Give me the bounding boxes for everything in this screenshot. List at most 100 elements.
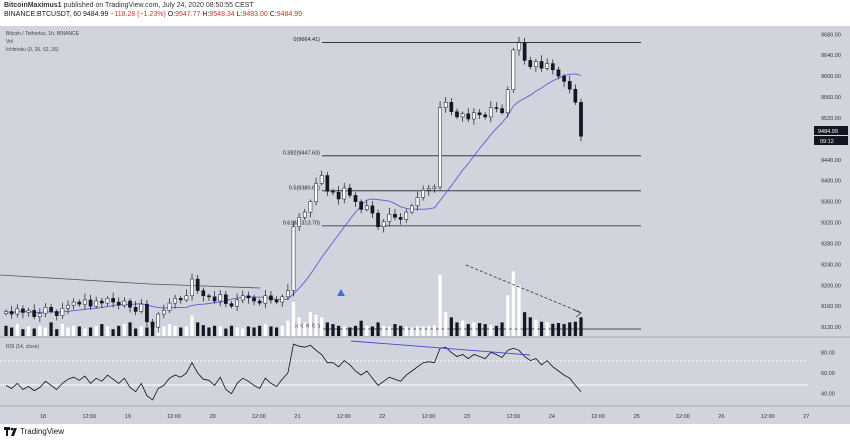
candle-body xyxy=(111,298,115,303)
candle-body xyxy=(32,310,37,317)
rsi-tick-label: 40.00 xyxy=(821,392,835,398)
legend-rsi: RSI (14, close) xyxy=(6,344,39,350)
volume-bar xyxy=(494,325,499,336)
volume-bar xyxy=(212,325,217,336)
candle-body xyxy=(398,217,403,220)
price-tick-label: 9640.00 xyxy=(821,53,841,59)
volume-bar xyxy=(359,320,363,336)
candle-body xyxy=(567,81,572,90)
volume-bar xyxy=(477,323,482,336)
volume-bars xyxy=(4,271,583,336)
volume-bar xyxy=(229,325,234,336)
time-tick-label: 12:00 xyxy=(82,414,96,420)
fib-level-label: 0.618(9313.70) xyxy=(283,220,320,226)
candle-body xyxy=(426,188,431,191)
candle-body xyxy=(415,197,420,207)
volume-bar xyxy=(297,317,301,336)
candle-body xyxy=(336,191,341,200)
l-label: L: xyxy=(236,11,243,18)
candle-body xyxy=(579,102,583,137)
volume-bar xyxy=(506,295,510,336)
candle-body xyxy=(556,69,561,77)
candle-body xyxy=(71,301,76,306)
footer: TradingView xyxy=(0,424,850,442)
price-tick-label: 9360.00 xyxy=(821,200,841,206)
volume-bar xyxy=(387,326,391,336)
volume-bar xyxy=(55,329,59,336)
last-price-marker: 9484.99 09:12 xyxy=(814,126,848,145)
volume-bar xyxy=(556,323,561,336)
time-tick-label: 23 xyxy=(464,414,470,420)
candle-body xyxy=(229,303,234,307)
candle-body xyxy=(60,308,65,316)
tradingview-brand[interactable]: TradingView xyxy=(20,427,65,436)
candle-body xyxy=(128,300,132,308)
candle-body xyxy=(505,89,510,113)
volume-trend-dashed-line[interactable] xyxy=(465,264,581,313)
volume-bar xyxy=(77,326,81,336)
candle-body xyxy=(443,102,448,108)
time-tick-label: 24 xyxy=(549,414,555,420)
price-axis-background[interactable] xyxy=(808,26,850,424)
volume-bar xyxy=(421,326,425,336)
candle-body xyxy=(376,212,380,227)
legend-symbol: Bitcoin / Tethertus, 1h, BINANCE xyxy=(6,31,80,37)
candle-body xyxy=(534,61,538,67)
countdown-tag-text: 09:12 xyxy=(820,139,834,145)
candle-body xyxy=(156,313,161,328)
candle-body xyxy=(49,307,53,312)
volume-bar xyxy=(489,325,493,336)
fibonacci-retracement[interactable]: 0(9664.41) 0.382(9447.63) 0.5(9380.67) 0.61… xyxy=(283,37,641,330)
candle-body xyxy=(466,113,471,120)
volume-bar xyxy=(145,327,149,336)
rsi-bearish-divergence-line xyxy=(350,340,531,356)
volume-bar xyxy=(449,317,453,336)
price-tick-label: 9680.00 xyxy=(821,32,841,38)
legend-volume: Vol xyxy=(6,39,13,45)
volume-bar xyxy=(466,324,470,336)
price-tick-label: 9440.00 xyxy=(821,158,841,164)
volume-bar xyxy=(246,326,251,336)
volume-bar xyxy=(461,320,465,336)
price-tick-label: 9160.00 xyxy=(821,304,841,310)
chart-area[interactable]: 0(9664.41) 0.382(9447.63) 0.5(9380.67) 0.61… xyxy=(0,26,850,424)
volume-bar xyxy=(26,326,31,336)
author-name[interactable]: BitcoinMaximus1 xyxy=(4,2,62,9)
annotations xyxy=(337,264,582,318)
countdown-tag xyxy=(814,136,848,145)
price-axis[interactable]: 9680.009640.009600.009560.009520.009480.… xyxy=(821,32,841,397)
volume-bar xyxy=(427,325,431,336)
price-tick-label: 9560.00 xyxy=(821,95,841,101)
h-label: H: xyxy=(202,11,210,18)
candle-body xyxy=(449,102,454,112)
volume-bar xyxy=(404,326,408,336)
volume-bar xyxy=(568,322,572,336)
time-tick-label: 22 xyxy=(379,414,385,420)
rsi-tick-label: 80.00 xyxy=(821,350,835,356)
candle-body xyxy=(517,42,521,51)
candle-body xyxy=(145,303,149,323)
volume-bar xyxy=(365,325,369,336)
time-tick-label: 12:00 xyxy=(506,414,520,420)
h-value: 9548.34 xyxy=(209,11,235,18)
volume-bar xyxy=(128,322,132,336)
volume-bar xyxy=(139,326,143,336)
tradingview-logo-icon[interactable] xyxy=(4,427,18,437)
volume-bar xyxy=(562,324,566,336)
breakout-arrow-icon xyxy=(337,289,345,296)
chart-svg[interactable]: 0(9664.41) 0.382(9447.63) 0.5(9380.67) 0.61… xyxy=(0,26,850,424)
time-tick-label: 12:00 xyxy=(676,414,690,420)
rsi-line xyxy=(5,343,582,401)
candle-body xyxy=(88,299,93,307)
candle-body xyxy=(500,108,504,113)
volume-bar xyxy=(410,327,414,336)
time-axis[interactable]: 18 12:00 19 12:00 20 12:00 21 12:00 22 12:00 23 12:… xyxy=(40,414,809,420)
price-tick-label: 9520.00 xyxy=(821,116,841,122)
candle-body xyxy=(161,310,166,315)
price-tick-label: 9120.00 xyxy=(821,325,841,331)
volume-bar xyxy=(415,325,420,336)
volume-bar xyxy=(376,322,380,336)
volume-bar xyxy=(274,327,279,336)
candle-body xyxy=(269,295,273,301)
volume-bar xyxy=(105,326,110,336)
